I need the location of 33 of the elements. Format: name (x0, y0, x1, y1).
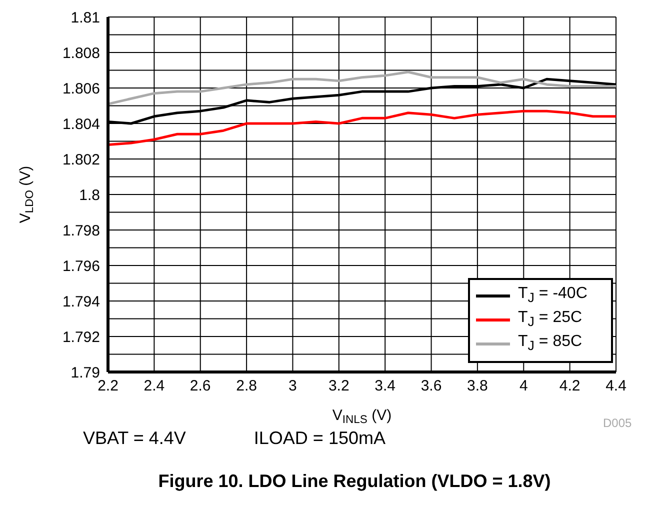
text: ILOAD = 150mA (254, 428, 386, 449)
x-tick-label: 4.4 (606, 378, 626, 395)
line-series (108, 70, 616, 106)
x-tick-label: 3.8 (467, 378, 488, 395)
y-tick-label: 1.802 (62, 151, 100, 168)
y-tick-label: 1.798 (62, 222, 100, 240)
y-tick-label: 1.806 (62, 80, 100, 98)
y-tick-label: 1.79 (70, 364, 100, 382)
x-tick-label: 4.2 (559, 378, 580, 395)
y-tick-label: 1.796 (62, 258, 100, 275)
y-tick-label: 1.808 (62, 44, 100, 62)
x-tick-label: 3.4 (374, 378, 396, 395)
x-tick-label: 4 (519, 378, 528, 395)
legend-label: T$_{J}$ = 25C (518, 308, 582, 332)
text: Figure 10. LDO Line Regulation (VLDO = 1.8V) (157, 471, 552, 492)
x-tick-label: 3 (288, 378, 297, 395)
x-axis-title: V$_{INLS}$ (V) (332, 407, 392, 426)
y-tick-label: 1.8 (79, 186, 100, 204)
x-tick-label: 2.2 (98, 378, 118, 395)
text: VBAT = 4.4V (83, 428, 186, 449)
x-tick-label: 2.8 (236, 378, 257, 395)
x-tick-label: 2.4 (144, 378, 165, 395)
text: D005 (603, 416, 632, 430)
line-series (108, 110, 616, 146)
y-tick-label: 1.81 (70, 9, 100, 26)
y-tick-label: 1.804 (62, 116, 100, 133)
legend-label: T$_{J}$ = -40C (518, 284, 588, 308)
x-tick-label: 3.2 (328, 378, 350, 395)
y-tick-label: 1.792 (62, 328, 100, 346)
x-tick-label: 3.6 (420, 378, 442, 395)
y-tick-label: 1.794 (62, 293, 100, 310)
legend-label: T$_{J}$ = 85C (518, 332, 582, 356)
x-tick-label: 2.6 (190, 378, 211, 395)
